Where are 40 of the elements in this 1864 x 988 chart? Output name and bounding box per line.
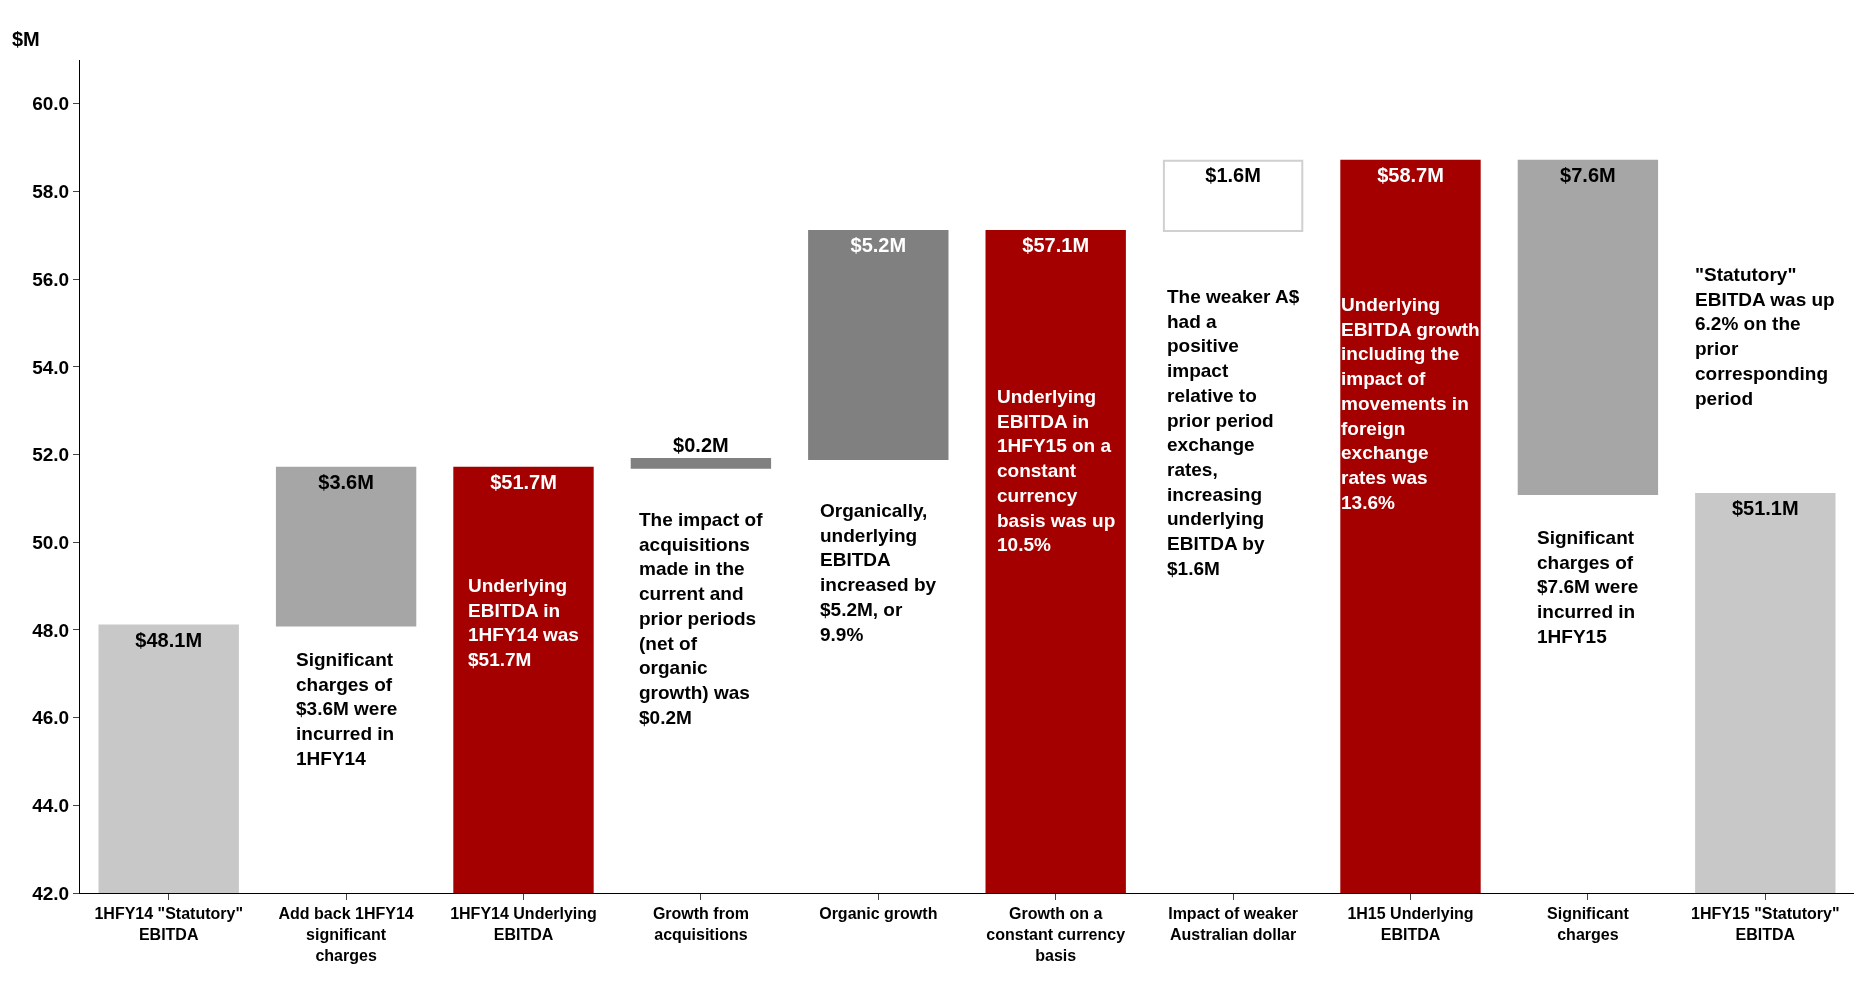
x-tick-label: 1HFY14 "Statutory" EBITDA	[94, 905, 243, 943]
annotation: Organically, underlying EBITDA increased by $5.2M, or 9.9%	[820, 500, 937, 645]
data-label: $48.1M	[135, 628, 203, 651]
y-tick-label: 48.0	[32, 619, 70, 641]
annotation: Underlying EBITDA in 1HFY15 on a constant currency basis was up 10.5%	[997, 386, 1116, 556]
y-tick-label: 58.0	[32, 181, 70, 203]
y-tick-label: 54.0	[32, 356, 70, 378]
x-tick-label: Impact of weaker Australian dollar	[1168, 905, 1299, 943]
y-tick-label: 50.0	[32, 531, 70, 553]
x-tick-label: 1HFY14 Underlying EBITDA	[450, 905, 597, 943]
data-label: $57.1M	[1022, 233, 1090, 256]
y-tick-label: 60.0	[32, 93, 70, 115]
data-label: $51.1M	[1731, 497, 1799, 520]
x-tick-label: 1HFY15 "Statutory" EBITDA	[1691, 905, 1840, 943]
y-tick-label: 46.0	[32, 707, 70, 729]
y-tick-label: 44.0	[32, 794, 70, 816]
annotation: Significant charges of $7.6M were incurred in 1HFY15	[1537, 527, 1639, 647]
x-tick-label: Organic growth	[819, 905, 938, 923]
y-tick-label: 52.0	[32, 444, 70, 466]
text: The impact of acquisitions made in the current and prior periods (net of organic growth) was $0.2M	[639, 509, 763, 728]
data-label: $3.6M	[318, 470, 374, 493]
annotation: "Statutory" EBITDA was up 6.2% on the prior corresponding period	[1695, 264, 1835, 409]
y-tick-label: 42.0	[32, 882, 70, 904]
x-tick-label: Add back 1HFY14 significant charges	[278, 905, 414, 964]
x-tick-label: 1H15 Underlying EBITDA	[1347, 905, 1474, 943]
x-tick-label: Significant charges	[1547, 905, 1630, 943]
y-tick-label: 56.0	[32, 268, 70, 290]
text: Underlying EBITDA growth including the impact of movements in foreign exchange rates was 13.6%	[1341, 294, 1480, 513]
x-tick-label: Growth on a constant currency basis	[986, 905, 1126, 964]
annotation: Significant charges of $3.6M were incurred in 1HFY14	[296, 649, 398, 769]
data-label: $5.2M	[850, 233, 907, 256]
data-label: $58.7M	[1377, 163, 1444, 186]
text: The weaker A$ had a positive impact relative to prior period exchange rates, increasing underlying EBITDA by $1.6M	[1167, 286, 1300, 579]
data-label: $51.7M	[490, 470, 557, 493]
data-label: $1.6M	[1205, 163, 1261, 186]
data-label: $0.2M	[673, 433, 729, 456]
annotation: Underlying EBITDA in 1HFY14 was $51.7M	[468, 575, 579, 671]
x-tick-label: Growth from acquisitions	[652, 905, 749, 943]
data-label: $7.6M	[1560, 163, 1616, 186]
y-axis-title: $M	[12, 28, 40, 50]
